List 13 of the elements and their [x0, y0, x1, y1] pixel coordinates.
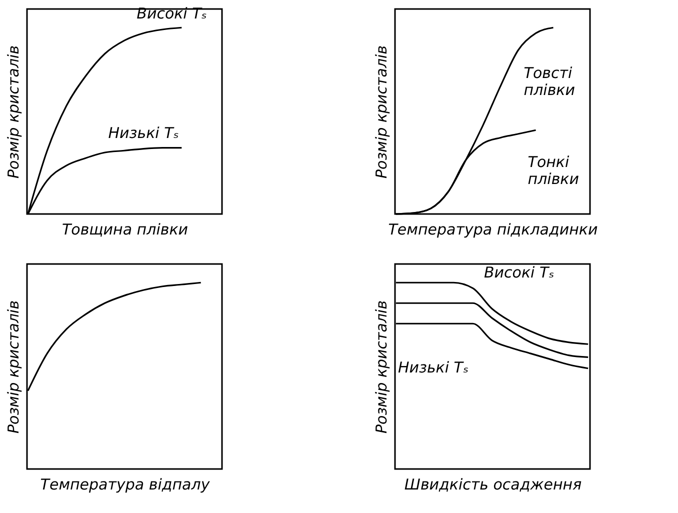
x-axis-title: Товщина плівки [62, 220, 188, 238]
series-label: Низькі Tₛ [108, 124, 179, 142]
series-label: Високі Tₛ [484, 264, 554, 282]
y-axis-title: Розмір кристалів [372, 45, 390, 179]
series-label: Тонкі плівки [528, 153, 580, 188]
y-axis-title: Розмір кристалів [4, 300, 22, 434]
x-axis-title: Температура відпалу [40, 476, 211, 494]
x-axis-title: Швидкість осадження [404, 476, 582, 494]
series-label: Товсті плівки [524, 64, 576, 100]
series-label: Низькі Tₛ [398, 358, 469, 377]
y-axis-title: Розмір кристалів [372, 300, 390, 434]
y-axis-title: Розмір кристалів [4, 45, 22, 179]
x-axis-title: Температура підкладинки [388, 220, 598, 238]
